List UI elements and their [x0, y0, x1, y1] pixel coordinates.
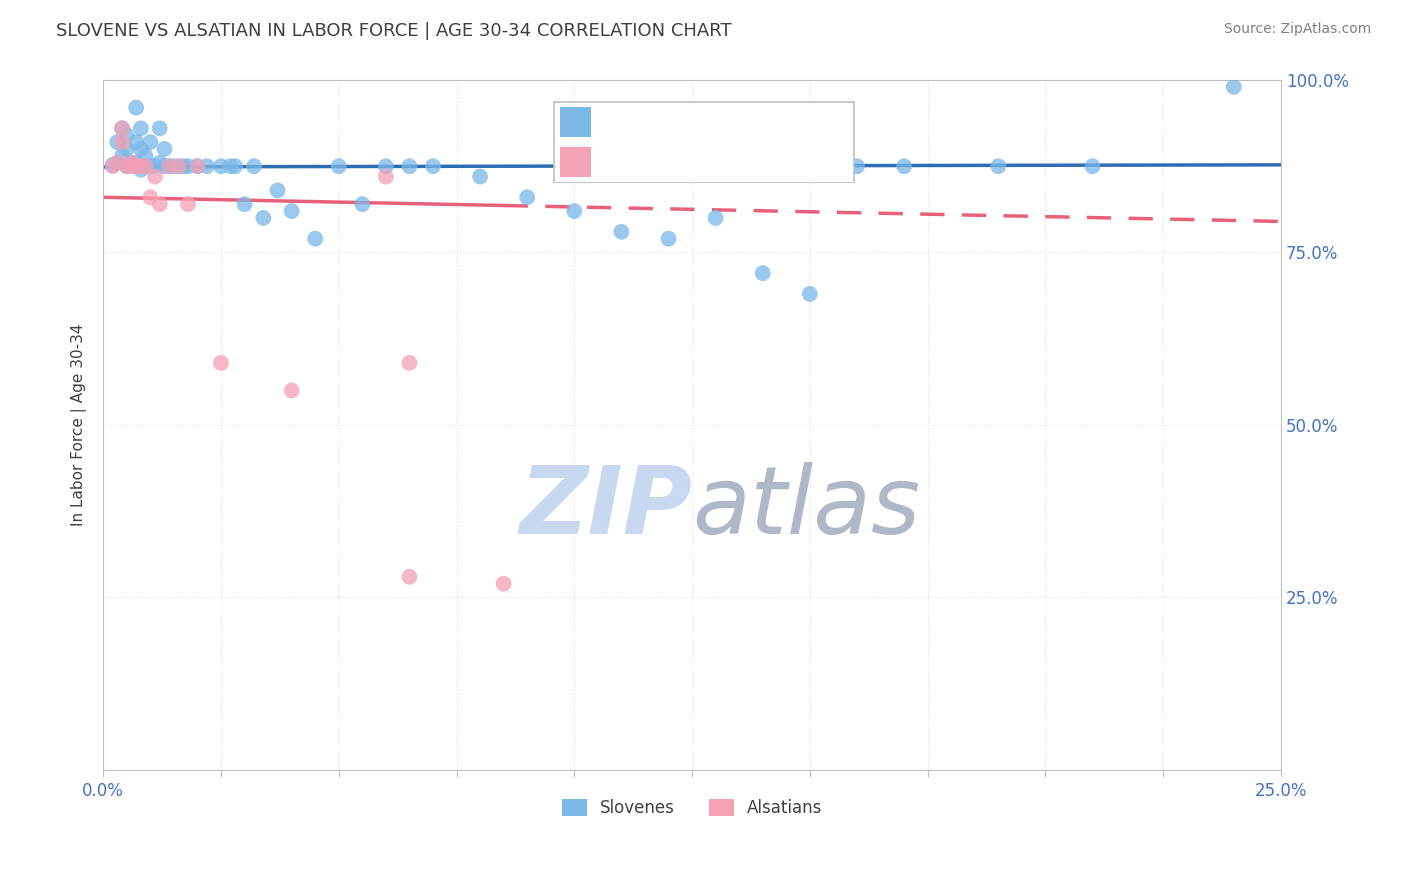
Point — [115, 128, 138, 143]
Point — [195, 159, 218, 173]
Point — [177, 197, 200, 211]
Point — [101, 159, 124, 173]
Point — [121, 155, 143, 169]
Point — [135, 159, 157, 173]
Point — [125, 159, 148, 173]
Point — [1081, 159, 1104, 173]
Point — [125, 135, 148, 149]
Point — [893, 159, 915, 173]
Point — [280, 204, 302, 219]
Point — [167, 159, 190, 173]
Point — [129, 162, 152, 177]
Point — [105, 135, 128, 149]
Point — [115, 142, 138, 156]
Point — [846, 159, 869, 173]
Point — [111, 135, 134, 149]
Point — [610, 225, 633, 239]
Point — [115, 159, 138, 173]
Point — [153, 159, 176, 173]
Text: SLOVENE VS ALSATIAN IN LABOR FORCE | AGE 30-34 CORRELATION CHART: SLOVENE VS ALSATIAN IN LABOR FORCE | AGE… — [56, 22, 733, 40]
Point — [135, 149, 157, 163]
Point — [422, 159, 444, 173]
Point — [186, 159, 208, 173]
Point — [398, 570, 420, 584]
Point — [157, 159, 180, 173]
Point — [280, 384, 302, 398]
Point — [139, 190, 162, 204]
Point — [468, 169, 491, 184]
Point — [149, 121, 172, 136]
Point — [209, 159, 232, 173]
Point — [129, 142, 152, 156]
Point — [328, 159, 350, 173]
Point — [177, 159, 200, 173]
Point — [657, 232, 679, 246]
Point — [121, 159, 143, 173]
Point — [135, 159, 157, 173]
Point — [163, 159, 186, 173]
Point — [398, 159, 420, 173]
Point — [139, 135, 162, 149]
Point — [304, 232, 326, 246]
Point — [233, 197, 256, 211]
Legend: Slovenes, Alsatians: Slovenes, Alsatians — [555, 792, 830, 824]
Point — [143, 159, 166, 173]
Point — [516, 190, 538, 204]
Point — [172, 159, 194, 173]
Point — [111, 121, 134, 136]
Point — [125, 101, 148, 115]
Point — [157, 159, 180, 173]
Point — [121, 159, 143, 173]
Point — [105, 155, 128, 169]
Text: Source: ZipAtlas.com: Source: ZipAtlas.com — [1223, 22, 1371, 37]
Point — [115, 159, 138, 173]
Point — [149, 197, 172, 211]
Point — [243, 159, 266, 173]
Point — [987, 159, 1010, 173]
Point — [398, 356, 420, 370]
Point — [751, 266, 773, 280]
Text: ZIP: ZIP — [519, 462, 692, 554]
Point — [224, 159, 246, 173]
Point — [374, 169, 396, 184]
Point — [562, 204, 585, 219]
Point — [153, 142, 176, 156]
Point — [149, 155, 172, 169]
Text: atlas: atlas — [692, 462, 921, 553]
Point — [143, 169, 166, 184]
Point — [121, 155, 143, 169]
Point — [1223, 79, 1246, 94]
Point — [374, 159, 396, 173]
Point — [125, 159, 148, 173]
Point — [111, 149, 134, 163]
Point — [111, 121, 134, 136]
Point — [219, 159, 242, 173]
Point — [129, 159, 152, 173]
Point — [105, 155, 128, 169]
Point — [492, 576, 515, 591]
Point — [139, 159, 162, 173]
Point — [186, 159, 208, 173]
Point — [352, 197, 374, 211]
Point — [209, 356, 232, 370]
Point — [704, 211, 727, 225]
Point — [266, 183, 288, 197]
Point — [125, 155, 148, 169]
Point — [252, 211, 274, 225]
Point — [167, 159, 190, 173]
Point — [129, 121, 152, 136]
Y-axis label: In Labor Force | Age 30-34: In Labor Force | Age 30-34 — [72, 324, 87, 526]
Point — [101, 158, 124, 172]
Point — [799, 286, 821, 301]
